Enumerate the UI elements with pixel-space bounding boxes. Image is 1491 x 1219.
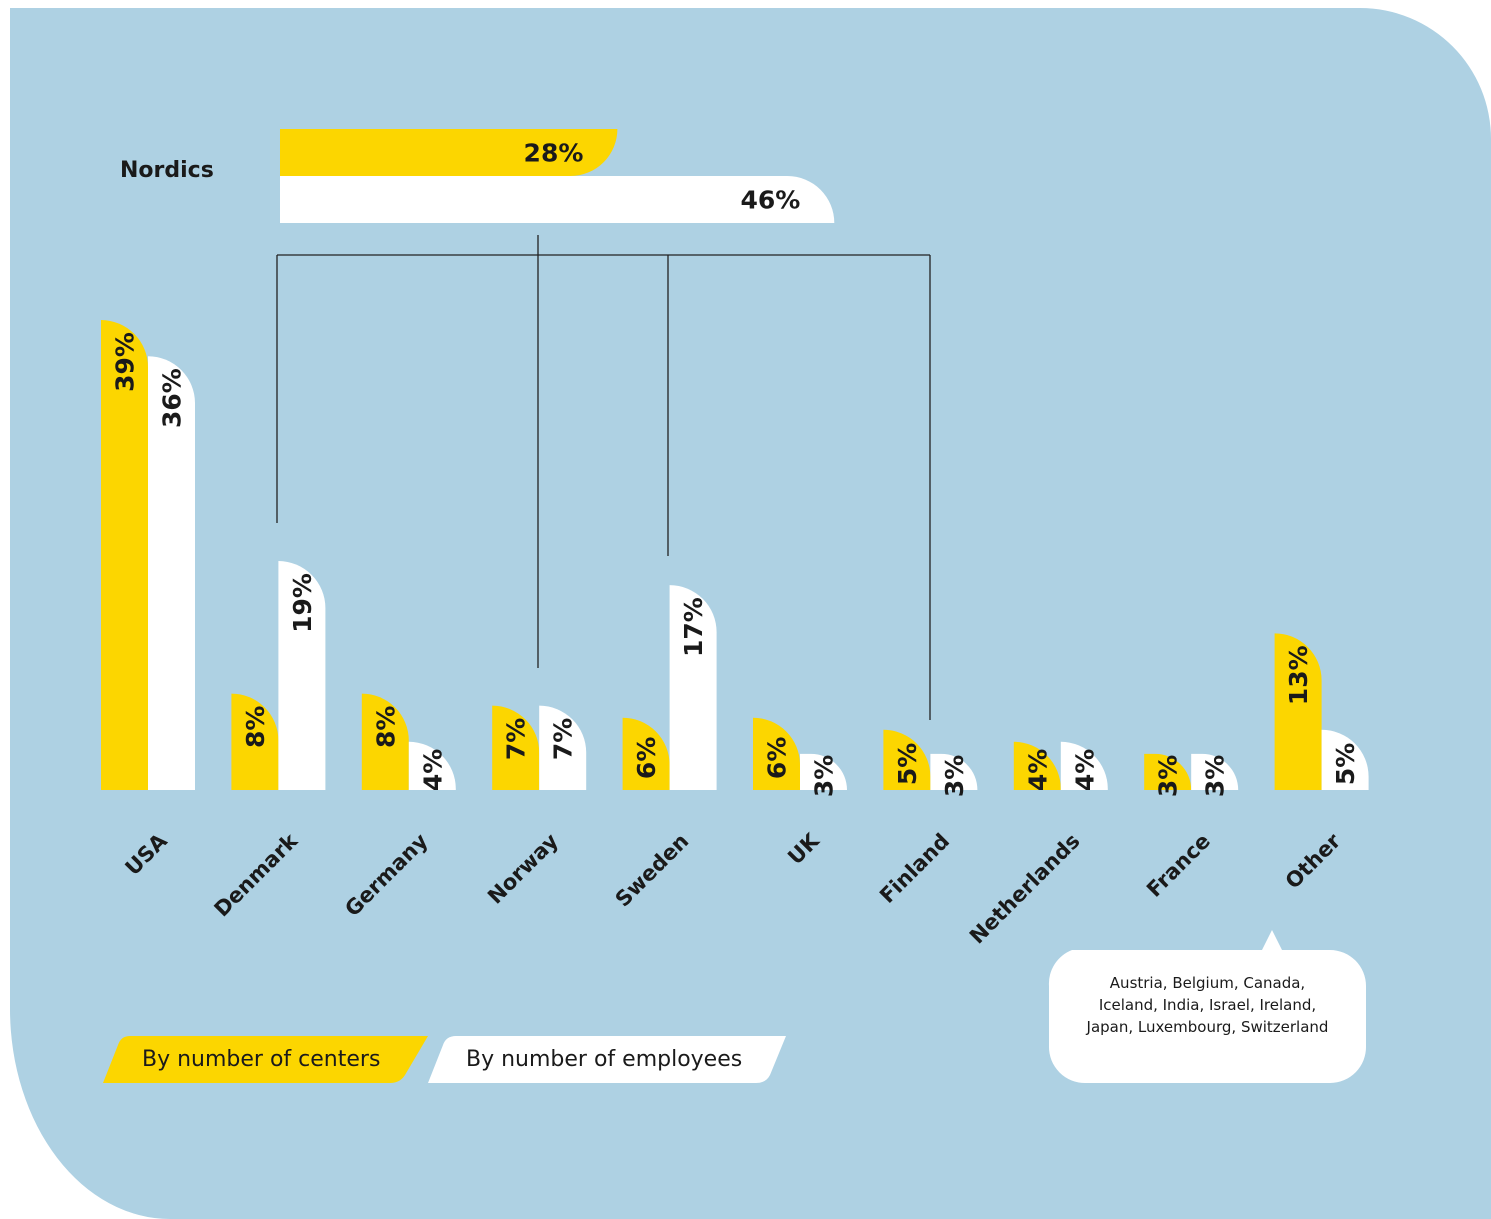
value-label: 7% <box>502 718 531 760</box>
legend-swatch <box>103 1036 428 1083</box>
annotation-bubble <box>1048 930 1367 1084</box>
nordics-label: Nordics <box>120 158 214 183</box>
value-label: 8% <box>241 706 270 748</box>
bar <box>1321 729 1369 790</box>
value-label: 4% <box>1023 749 1052 791</box>
value-label: 3% <box>810 755 839 797</box>
bar <box>280 176 835 223</box>
bar <box>148 356 195 790</box>
value-label: 6% <box>763 737 792 779</box>
bar <box>753 717 800 790</box>
bar <box>622 717 670 790</box>
bar <box>1060 741 1108 790</box>
bar <box>1274 633 1322 790</box>
value-label: 39% <box>111 332 140 392</box>
bar <box>361 693 409 790</box>
bar <box>1144 753 1192 790</box>
bar <box>1191 753 1239 790</box>
value-label: 4% <box>418 749 447 791</box>
value-label: 4% <box>1070 749 1099 791</box>
value-label: 3% <box>1201 755 1230 797</box>
nordics-connectors <box>276 235 931 720</box>
value-label: 46% <box>740 186 800 215</box>
value-label: 6% <box>632 737 661 779</box>
value-label: 5% <box>1331 743 1360 785</box>
bar <box>231 693 279 790</box>
value-label: 3% <box>940 755 969 797</box>
bar <box>280 129 618 176</box>
bar <box>101 320 148 790</box>
bar <box>883 729 931 790</box>
value-label: 17% <box>679 597 708 657</box>
value-label: 5% <box>893 743 922 785</box>
panel <box>10 8 1491 1219</box>
value-label: 8% <box>371 706 400 748</box>
value-label: 3% <box>1154 755 1183 797</box>
legend-swatch <box>428 1036 786 1083</box>
annotation: Austria, Belgium, Canada, Iceland, India… <box>1086 974 1329 1036</box>
bar <box>669 585 717 790</box>
bar <box>408 741 456 790</box>
value-label: 28% <box>524 139 584 168</box>
value-label: 19% <box>288 573 317 633</box>
bar <box>278 561 326 790</box>
bar <box>1013 741 1061 790</box>
bar <box>930 753 978 790</box>
value-label: 36% <box>158 368 187 428</box>
bar <box>800 753 847 790</box>
value-label: 13% <box>1284 645 1313 705</box>
legend-label: By number of employees <box>466 1047 742 1072</box>
bar <box>492 705 540 790</box>
legend-label: By number of centers <box>142 1047 380 1072</box>
value-label: 7% <box>549 718 578 760</box>
bar <box>539 705 587 790</box>
